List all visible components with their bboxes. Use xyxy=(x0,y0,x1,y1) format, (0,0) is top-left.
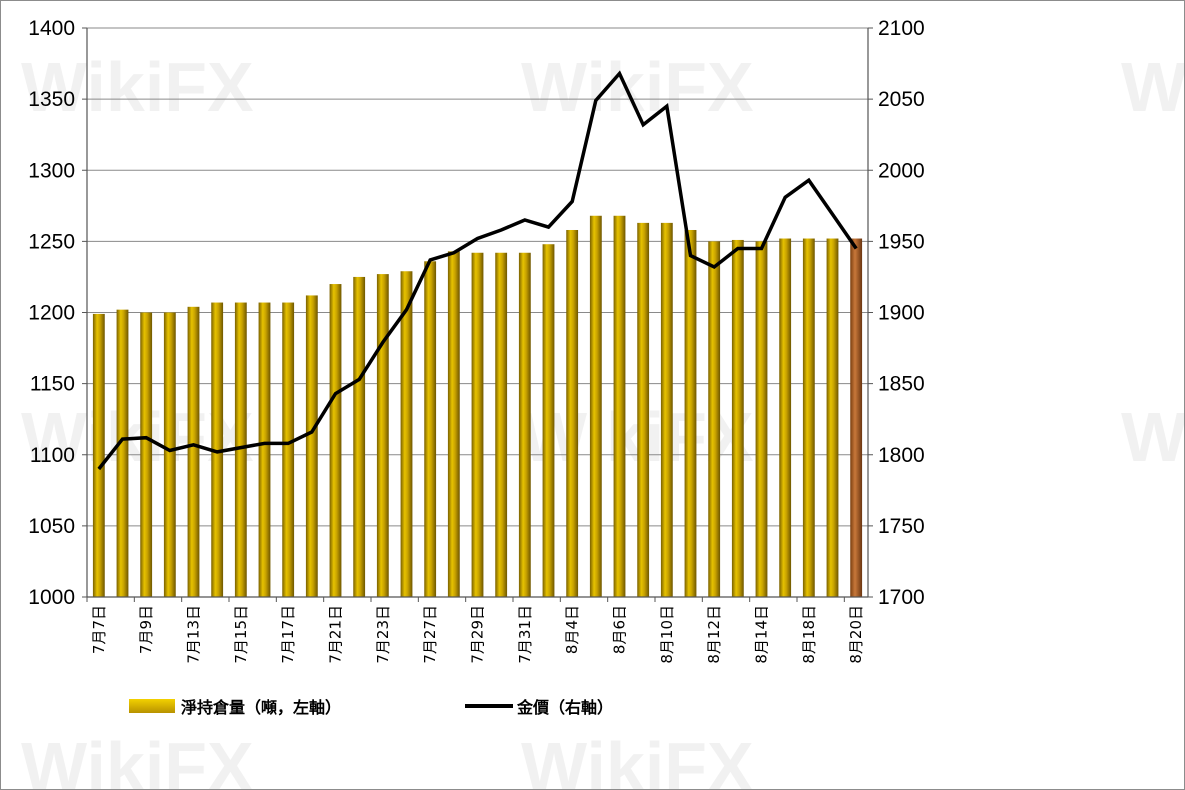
y-axis-left: 1000 1050 1100 1150 1200 1250 1300 1350 1400 xyxy=(28,17,87,609)
x-tick-label: 7月9日 xyxy=(137,605,155,654)
bar xyxy=(305,295,318,597)
x-axis: 7月7日 7月9日 7月13日 7月15日 7月17日 7月21日 7月23日 7月27日 7月… xyxy=(86,597,865,664)
bar-series xyxy=(92,215,863,597)
bar xyxy=(353,276,366,597)
y-axis-right: 1700 1750 1800 1850 1900 1950 2000 2050 2100 xyxy=(868,17,925,609)
watermark-text: WikiFX xyxy=(21,728,254,789)
bar xyxy=(329,284,342,597)
bar xyxy=(258,302,271,597)
x-tick-label: 8月6日 xyxy=(611,605,629,654)
x-tick-label: 7月23日 xyxy=(374,605,392,664)
watermark-text: WikiFX xyxy=(21,48,254,126)
y-tick-label-right: 2000 xyxy=(878,159,925,182)
bar xyxy=(400,271,413,597)
y-tick-label-left: 1150 xyxy=(30,373,75,396)
bar xyxy=(826,238,839,597)
legend-bar-label: 淨持倉量（噸，左軸） xyxy=(181,698,341,717)
bar xyxy=(637,222,650,597)
x-tick-label: 7月15日 xyxy=(232,605,250,664)
y-tick-label-left: 1300 xyxy=(28,159,75,182)
bar xyxy=(755,241,768,597)
y-tick-label-right: 1850 xyxy=(878,373,925,396)
bar xyxy=(850,238,863,597)
y-tick-label-right: 1950 xyxy=(878,230,925,253)
bar xyxy=(140,312,153,597)
watermark-text: WikiFX xyxy=(1121,48,1184,126)
bar xyxy=(211,302,224,597)
bar xyxy=(471,252,484,597)
x-tick-label: 8月20日 xyxy=(847,605,865,664)
bar xyxy=(376,274,389,597)
line-series xyxy=(97,70,858,471)
y-tick-label-right: 1700 xyxy=(878,586,925,609)
x-tick-label: 7月27日 xyxy=(421,605,439,664)
y-tick-label-left: 1350 xyxy=(28,88,75,111)
bar xyxy=(518,252,531,597)
x-tick-label: 7月21日 xyxy=(327,605,345,664)
x-tick-label: 8月14日 xyxy=(753,605,771,664)
bar xyxy=(163,312,176,597)
watermark-text: WikiFX xyxy=(521,728,754,789)
y-tick-label-right: 2100 xyxy=(878,17,925,40)
bar xyxy=(424,261,437,597)
bar xyxy=(187,306,200,597)
bar xyxy=(684,229,697,597)
x-tick-label: 8月4日 xyxy=(563,605,581,654)
bar xyxy=(566,229,579,597)
bar xyxy=(660,222,673,597)
bar xyxy=(542,244,555,597)
y-tick-label-right: 2050 xyxy=(878,88,925,111)
x-tick-label: 7月29日 xyxy=(469,605,487,664)
x-tick-label: 7月17日 xyxy=(279,605,297,664)
bar xyxy=(802,238,815,597)
x-tick-label: 8月12日 xyxy=(705,605,723,664)
bar xyxy=(731,239,744,597)
bar xyxy=(282,302,295,597)
x-tick-label: 7月13日 xyxy=(185,605,203,664)
x-tick-label: 7月31日 xyxy=(516,605,534,664)
watermark-text: WikiFX xyxy=(1121,398,1184,476)
y-tick-label-left: 1400 xyxy=(28,17,75,40)
legend-bar-swatch xyxy=(129,699,175,713)
x-tick-label: 8月10日 xyxy=(658,605,676,664)
bar xyxy=(779,238,792,597)
bar xyxy=(708,241,721,597)
y-tick-label-right: 1800 xyxy=(878,444,925,467)
legend: 淨持倉量（噸，左軸） 金價（右軸） xyxy=(129,698,613,717)
y-tick-label-right: 1750 xyxy=(878,515,925,538)
bar xyxy=(447,251,460,597)
y-tick-label-left: 1200 xyxy=(28,302,75,325)
bar xyxy=(116,309,129,597)
y-tick-label-left: 1050 xyxy=(28,515,75,538)
bar xyxy=(495,252,508,597)
legend-line-label: 金價（右軸） xyxy=(516,698,613,717)
x-tick-label: 8月18日 xyxy=(800,605,818,664)
bar xyxy=(613,215,626,597)
y-tick-label-left: 1100 xyxy=(30,444,75,467)
y-tick-label-right: 1900 xyxy=(878,302,925,325)
y-tick-label-left: 1000 xyxy=(28,586,75,609)
bar xyxy=(589,215,602,597)
bar xyxy=(92,313,105,597)
bar xyxy=(234,302,247,597)
x-tick-label: 7月7日 xyxy=(90,605,108,654)
y-tick-label-left: 1250 xyxy=(28,230,75,253)
